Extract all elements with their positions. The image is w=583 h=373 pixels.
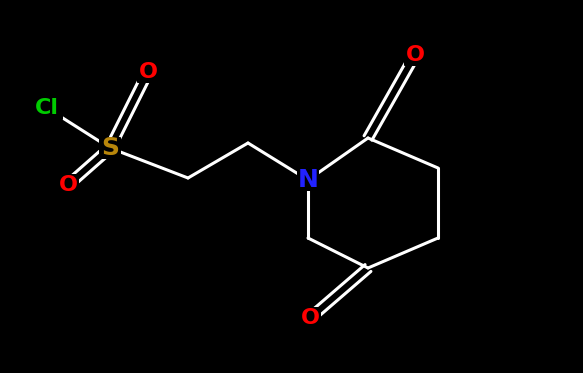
Text: O: O — [300, 308, 319, 328]
FancyBboxPatch shape — [297, 169, 319, 191]
Text: Cl: Cl — [35, 98, 59, 118]
FancyBboxPatch shape — [137, 61, 159, 83]
FancyBboxPatch shape — [31, 96, 63, 120]
Text: O: O — [58, 175, 78, 195]
FancyBboxPatch shape — [57, 174, 79, 196]
Text: O: O — [139, 62, 157, 82]
FancyBboxPatch shape — [99, 137, 121, 159]
FancyBboxPatch shape — [404, 44, 426, 66]
Text: S: S — [101, 136, 119, 160]
FancyBboxPatch shape — [299, 307, 321, 329]
Text: O: O — [406, 45, 424, 65]
Text: N: N — [297, 168, 318, 192]
